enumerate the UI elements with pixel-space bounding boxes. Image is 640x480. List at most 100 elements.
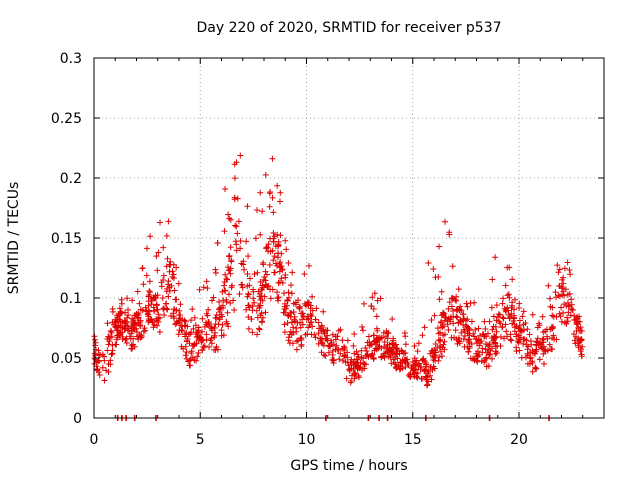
- data-point: [146, 278, 153, 285]
- data-point: [568, 296, 575, 303]
- data-point: [189, 306, 196, 313]
- data-point: [97, 352, 104, 359]
- data-point: [262, 171, 269, 178]
- data-point: [245, 325, 252, 332]
- data-point: [183, 348, 190, 355]
- data-point: [576, 327, 583, 334]
- data-point: [136, 300, 143, 307]
- data-point: [470, 330, 477, 337]
- data-point: [346, 366, 353, 373]
- data-point: [441, 218, 448, 225]
- data-point: [368, 303, 375, 310]
- data-point: [447, 316, 454, 323]
- data-point: [528, 341, 535, 348]
- data-point: [362, 361, 369, 368]
- data-point: [308, 331, 315, 338]
- data-point: [259, 297, 266, 304]
- data-point: [153, 301, 160, 308]
- data-point: [128, 345, 135, 352]
- data-point: [270, 238, 277, 245]
- data-point: [270, 230, 277, 237]
- data-point: [572, 333, 579, 340]
- data-point: [489, 276, 496, 283]
- data-point: [350, 342, 357, 349]
- data-point: [203, 278, 210, 285]
- data-point: [431, 312, 438, 319]
- data-point: [208, 325, 215, 332]
- data-point: [224, 264, 231, 271]
- data-point: [377, 295, 384, 302]
- data-point: [569, 306, 576, 313]
- data-point: [374, 341, 381, 348]
- data-point: [516, 347, 523, 354]
- data-point: [503, 328, 510, 335]
- data-point: [544, 347, 551, 354]
- data-point: [154, 322, 161, 329]
- data-point: [558, 318, 565, 325]
- data-point: [193, 357, 200, 364]
- data-point: [516, 336, 523, 343]
- data-point: [182, 318, 189, 325]
- data-point: [212, 314, 219, 321]
- data-point: [400, 350, 407, 357]
- data-point: [437, 329, 444, 336]
- x-tick-label: 0: [90, 432, 99, 448]
- data-point: [228, 284, 235, 291]
- data-point: [165, 218, 172, 225]
- data-point: [207, 337, 214, 344]
- data-point: [292, 299, 299, 306]
- data-point: [428, 376, 435, 383]
- data-point: [508, 337, 515, 344]
- data-point: [119, 319, 126, 326]
- data-point: [160, 272, 167, 279]
- data-point: [142, 327, 149, 334]
- data-point: [198, 337, 205, 344]
- data-point: [440, 341, 447, 348]
- data-point: [446, 299, 453, 306]
- data-point: [200, 344, 207, 351]
- data-point: [203, 331, 210, 338]
- data-point: [106, 338, 113, 345]
- data-point: [124, 314, 131, 321]
- data-point: [226, 215, 233, 222]
- data-point: [276, 261, 283, 268]
- data-point: [329, 331, 336, 338]
- data-point: [130, 341, 137, 348]
- data-point: [220, 297, 227, 304]
- data-point: [148, 316, 155, 323]
- data-point: [529, 347, 536, 354]
- data-point: [223, 298, 230, 305]
- data-point: [220, 332, 227, 339]
- data-point: [392, 341, 399, 348]
- data-point: [155, 311, 162, 318]
- data-point: [540, 360, 547, 367]
- data-point: [266, 203, 273, 210]
- data-point: [256, 290, 263, 297]
- data-point: [103, 367, 110, 374]
- data-point: [180, 345, 187, 352]
- data-point: [259, 208, 266, 215]
- data-point: [282, 237, 289, 244]
- y-tick-label: 0.2: [60, 171, 82, 187]
- data-point: [371, 347, 378, 354]
- data-point: [108, 328, 115, 335]
- data-point: [485, 351, 492, 358]
- data-point: [575, 324, 582, 331]
- data-point: [481, 318, 488, 325]
- data-point: [153, 253, 160, 260]
- data-point: [555, 269, 562, 276]
- data-point: [560, 288, 567, 295]
- data-point: [189, 354, 196, 361]
- data-point: [564, 291, 571, 298]
- data-point: [374, 297, 381, 304]
- data-point: [285, 259, 292, 266]
- data-point: [315, 319, 322, 326]
- data-point: [567, 271, 574, 278]
- axis-ticks: 0 5 10 15 20 0 0.05 0.1 0.15 0.2 0.25 0.3: [51, 51, 604, 448]
- data-point: [488, 355, 495, 362]
- data-point: [560, 274, 567, 281]
- data-point: [449, 263, 456, 270]
- data-point: [492, 350, 499, 357]
- data-point: [305, 315, 312, 322]
- data-point: [367, 353, 374, 360]
